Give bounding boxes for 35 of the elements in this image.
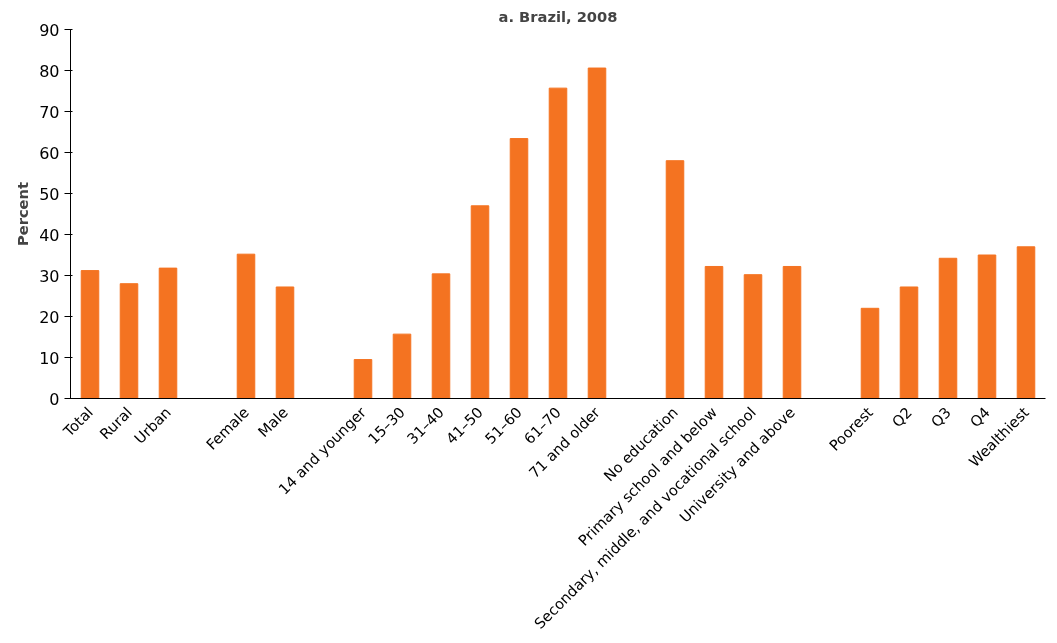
bar <box>587 67 607 399</box>
y-tick-label: 40 <box>39 225 60 245</box>
bar <box>392 333 412 399</box>
chart-title: a. Brazil, 2008 <box>498 7 618 25</box>
bar <box>236 253 256 399</box>
y-tick-label: 30 <box>39 266 60 286</box>
bar <box>860 307 880 399</box>
bar <box>119 283 139 399</box>
x-tick-label: Q3 <box>927 403 955 431</box>
bar <box>938 257 958 399</box>
bar <box>80 270 100 399</box>
bar <box>353 359 373 399</box>
y-tick-label: 60 <box>39 143 60 163</box>
y-tick-label: 80 <box>39 61 60 81</box>
bar <box>782 265 802 399</box>
y-tick-label: 10 <box>39 348 60 368</box>
y-tick-label: 0 <box>49 389 60 409</box>
bar <box>704 265 724 399</box>
y-tick-label: 20 <box>39 307 60 327</box>
bar <box>899 286 919 399</box>
bar <box>1016 246 1036 399</box>
y-tick-label: 50 <box>39 184 60 204</box>
bar <box>470 205 490 399</box>
bar <box>743 274 763 399</box>
bar <box>275 286 295 399</box>
bar <box>977 254 997 399</box>
y-tick-label: 70 <box>39 102 60 122</box>
bar <box>665 160 685 399</box>
x-tick-label: Q2 <box>888 403 916 431</box>
y-tick-label: 90 <box>39 20 60 40</box>
bar <box>158 267 178 399</box>
y-axis-title: Percent <box>14 182 32 246</box>
bar <box>509 138 529 399</box>
bar <box>548 87 568 399</box>
bar <box>431 273 451 399</box>
